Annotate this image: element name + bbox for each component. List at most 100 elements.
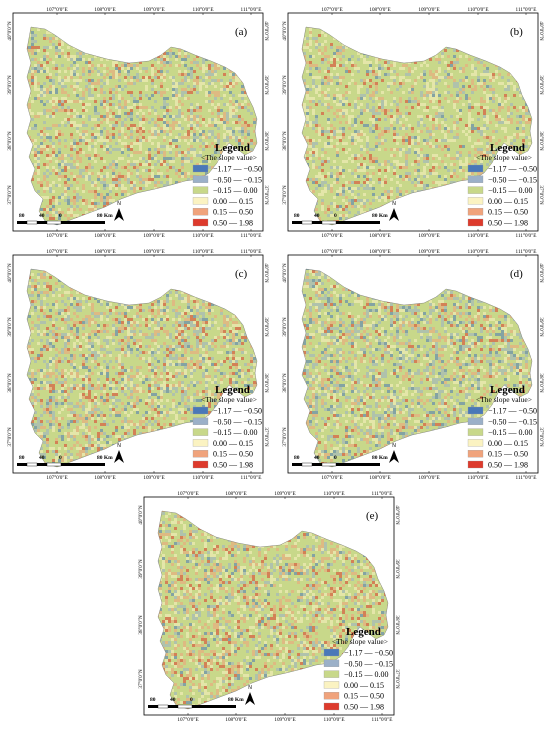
map-panel-e: 107°0'0"E 107°0'0"E 108°0'0"E 108°0'0"E 109°… xyxy=(134,489,402,725)
legend-class-label: −0.50 — −0.15 xyxy=(344,659,393,668)
latitude-tick-label: 37°0'0"N xyxy=(6,185,13,205)
latitude-tick-label: 39°0'0"N xyxy=(281,75,288,95)
longitude-tick-label: 108°0'0"E xyxy=(94,248,115,255)
legend-class-label: −1.17 — −0.50 xyxy=(213,407,262,416)
latitude-tick-label: 39°0'0"N xyxy=(6,317,13,337)
legend-swatch xyxy=(467,186,484,194)
latitude-tick-label: 38°0'0"N xyxy=(538,131,545,151)
longitude-tick-label: 107°0'0"E xyxy=(177,490,198,497)
legend-swatch xyxy=(192,208,209,216)
longitude-tick-label: 110°0'0"E xyxy=(192,232,213,239)
latitude-tick-label: 40°0'0"N xyxy=(263,21,270,41)
latitude-tick-label: 39°0'0"N xyxy=(281,317,288,337)
latitude-tick-label: 38°0'0"N xyxy=(538,373,545,393)
legend-class-label: −0.15 — 0.00 xyxy=(488,428,533,437)
scale-bar-label: 40 xyxy=(314,455,320,461)
longitude-tick-label: 108°0'0"E xyxy=(225,716,246,723)
latitude-tick-label: 38°0'0"N xyxy=(394,615,401,635)
legend-class-label: 0.15 — 0.50 xyxy=(213,208,253,217)
longitude-tick-label: 109°0'0"E xyxy=(143,248,164,255)
legend-swatch xyxy=(192,439,209,447)
latitude-tick-label: 40°0'0"N xyxy=(394,505,401,525)
longitude-tick-label: 109°0'0"E xyxy=(418,474,439,481)
longitude-tick-label: 110°0'0"E xyxy=(467,474,488,481)
latitude-tick-label: 37°0'0"N xyxy=(394,669,401,689)
longitude-tick-label: 107°0'0"E xyxy=(46,248,67,255)
legend-class-label: 0.50 — 1.98 xyxy=(488,219,528,228)
scale-bar: 80 40 0 80 Km xyxy=(17,455,113,467)
longitude-tick-label: 107°0'0"E xyxy=(321,6,342,13)
longitude-tick-label: 111°0'0"E xyxy=(241,248,262,255)
latitude-tick-label: 39°0'0"N xyxy=(538,75,545,95)
scale-bar-label: 80 Km xyxy=(97,455,113,461)
latitude-tick-label: 37°0'0"N xyxy=(281,427,288,447)
map-panel-d: 107°0'0"E 107°0'0"E 108°0'0"E 108°0'0"E 109°… xyxy=(278,247,546,483)
scale-bar-label: 40 xyxy=(39,455,45,461)
legend-swatch xyxy=(323,659,340,667)
legend-class-label: 0.50 — 1.98 xyxy=(213,461,253,470)
legend-swatch xyxy=(467,164,484,173)
scale-bar: 80 40 0 80 Km xyxy=(148,697,244,709)
longitude-tick-label: 111°0'0"E xyxy=(372,716,393,723)
legend-class-label: −1.17 — −0.50 xyxy=(488,165,537,174)
longitude-tick-label: 110°0'0"E xyxy=(192,6,213,13)
legend-swatch xyxy=(323,681,340,689)
latitude-tick-label: 39°0'0"N xyxy=(137,559,144,579)
scale-bar-label: 80 Km xyxy=(372,213,388,219)
longitude-tick-label: 108°0'0"E xyxy=(369,474,390,481)
longitude-tick-label: 110°0'0"E xyxy=(467,232,488,239)
longitude-tick-label: 110°0'0"E xyxy=(192,248,213,255)
legend-subtitle: <The slope value> xyxy=(201,395,257,404)
legend-swatch xyxy=(192,164,209,173)
legend-swatch xyxy=(192,186,209,194)
longitude-tick-label: 107°0'0"E xyxy=(321,232,342,239)
legend-class-label: 0.50 — 1.98 xyxy=(213,219,253,228)
legend: Legend<The slope value> −1.17 — −0.50−0.5… xyxy=(192,142,262,228)
panel-label: (b) xyxy=(510,26,523,38)
latitude-tick-label: 38°0'0"N xyxy=(137,615,144,635)
legend-class-label: −0.15 — 0.00 xyxy=(213,186,258,195)
legend-swatch xyxy=(467,439,484,447)
latitude-tick-label: 40°0'0"N xyxy=(263,263,270,283)
latitude-tick-label: 37°0'0"N xyxy=(6,427,13,447)
scale-bar-label: 80 xyxy=(19,455,25,461)
longitude-tick-label: 109°0'0"E xyxy=(143,474,164,481)
legend-class-label: 0.15 — 0.50 xyxy=(213,450,253,459)
scale-bar: 80 40 0 80 Km xyxy=(292,455,388,467)
north-arrow-icon: N xyxy=(114,443,124,463)
longitude-tick-label: 108°0'0"E xyxy=(369,248,390,255)
map-panel-c: 107°0'0"E 107°0'0"E 108°0'0"E 108°0'0"E 109°… xyxy=(3,247,271,483)
latitude-tick-label: 39°0'0"N xyxy=(263,317,270,337)
legend-swatch xyxy=(323,692,340,700)
map-panel-a: 107°0'0"E 107°0'0"E 108°0'0"E 108°0'0"E 109°… xyxy=(3,5,271,241)
legend-swatch xyxy=(323,648,340,657)
north-arrow-icon: N xyxy=(389,201,399,221)
legend-subtitle: <The slope value> xyxy=(201,153,257,162)
longitude-tick-label: 109°0'0"E xyxy=(143,6,164,13)
longitude-tick-label: 111°0'0"E xyxy=(516,6,537,13)
legend-title: Legend xyxy=(490,384,525,396)
scale-bar-label: 80 Km xyxy=(97,213,113,219)
legend-swatch xyxy=(467,406,484,415)
scale-bar-label: 40 xyxy=(170,697,176,703)
map-panel-b: 107°0'0"E 107°0'0"E 108°0'0"E 108°0'0"E 109°… xyxy=(278,5,546,241)
scale-bar-label: 40 xyxy=(39,213,45,219)
north-arrow-icon: N xyxy=(389,443,399,463)
longitude-tick-label: 111°0'0"E xyxy=(241,6,262,13)
latitude-tick-label: 40°0'0"N xyxy=(281,21,288,41)
longitude-tick-label: 110°0'0"E xyxy=(467,6,488,13)
longitude-tick-label: 111°0'0"E xyxy=(516,232,537,239)
legend-class-label: −1.17 — −0.50 xyxy=(344,649,393,658)
legend-swatch xyxy=(192,417,209,425)
legend-swatch xyxy=(467,428,484,436)
latitude-tick-label: 37°0'0"N xyxy=(538,427,545,447)
legend-class-label: −0.50 — −0.15 xyxy=(488,417,537,426)
scale-bar: 80 40 0 80 Km xyxy=(292,213,388,225)
longitude-tick-label: 111°0'0"E xyxy=(241,474,262,481)
panel-label: (c) xyxy=(235,268,248,280)
latitude-tick-label: 38°0'0"N xyxy=(263,373,270,393)
latitude-tick-label: 40°0'0"N xyxy=(137,505,144,525)
legend: Legend<The slope value> −1.17 — −0.50−0.5… xyxy=(323,626,393,712)
scale-bar-label: 0 xyxy=(334,213,337,219)
scale-bar-label: 80 xyxy=(294,455,300,461)
